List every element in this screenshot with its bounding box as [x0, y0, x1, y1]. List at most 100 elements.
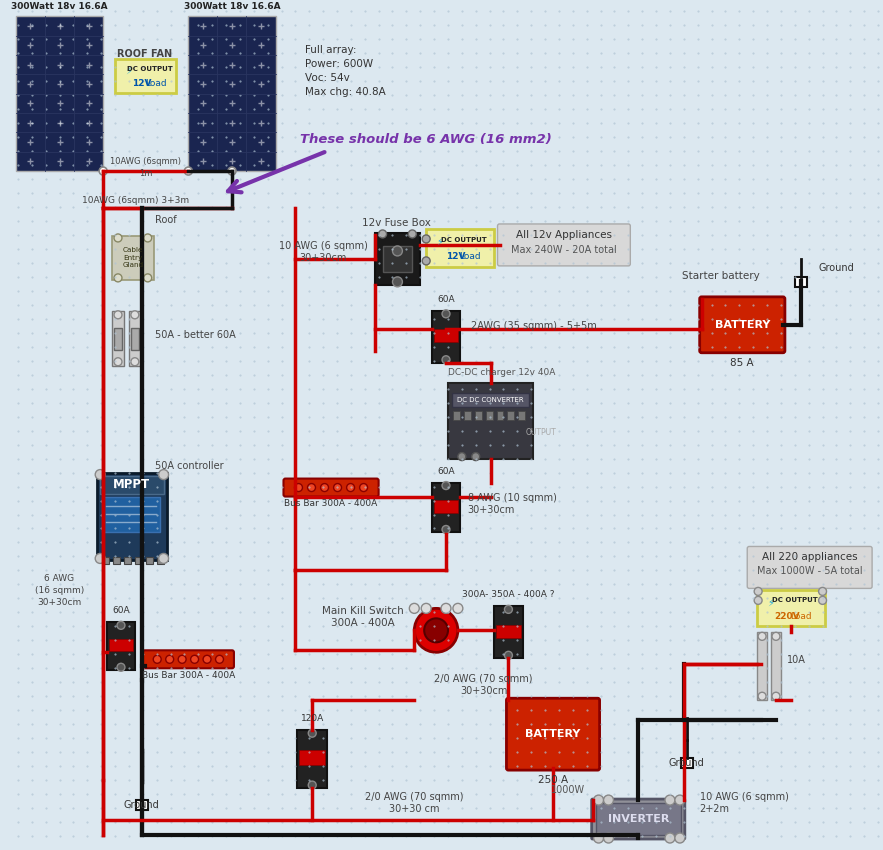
FancyBboxPatch shape [434, 329, 458, 342]
Circle shape [114, 311, 122, 319]
Text: Ground: Ground [669, 758, 705, 768]
Circle shape [758, 632, 766, 640]
FancyBboxPatch shape [496, 411, 503, 420]
Circle shape [308, 781, 316, 789]
FancyBboxPatch shape [475, 411, 481, 420]
Circle shape [308, 729, 316, 737]
FancyBboxPatch shape [146, 558, 153, 564]
Circle shape [441, 604, 451, 614]
Text: 12V: 12V [132, 79, 152, 88]
Text: 220V: 220V [774, 612, 800, 620]
Text: 10AWG (6sqmm): 10AWG (6sqmm) [110, 157, 181, 166]
Circle shape [665, 795, 675, 805]
FancyBboxPatch shape [448, 382, 533, 459]
Text: BATTERY: BATTERY [525, 729, 581, 740]
Text: 8 AWG (10 sqmm): 8 AWG (10 sqmm) [468, 492, 556, 502]
FancyBboxPatch shape [100, 475, 163, 494]
Circle shape [819, 587, 826, 595]
Text: Power: 600W: Power: 600W [306, 60, 374, 69]
Text: 30+30cm: 30+30cm [468, 505, 515, 514]
FancyBboxPatch shape [107, 622, 135, 671]
FancyBboxPatch shape [374, 233, 420, 285]
FancyBboxPatch shape [434, 500, 458, 513]
Text: Starter battery: Starter battery [682, 271, 759, 280]
Circle shape [504, 651, 512, 660]
Text: 300A - 400A: 300A - 400A [331, 618, 395, 628]
Circle shape [191, 655, 199, 663]
Text: 6 AWG
(16 sqmm)
30+30cm: 6 AWG (16 sqmm) 30+30cm [35, 574, 84, 607]
Circle shape [114, 234, 122, 242]
Text: 300Watt 18v 16.6A: 300Watt 18v 16.6A [184, 3, 280, 11]
Circle shape [675, 833, 685, 843]
FancyBboxPatch shape [143, 650, 234, 668]
Text: 30+30 cm: 30+30 cm [389, 804, 440, 814]
Circle shape [410, 604, 419, 614]
FancyBboxPatch shape [507, 698, 600, 770]
Circle shape [442, 482, 450, 490]
Circle shape [144, 274, 152, 282]
FancyBboxPatch shape [283, 479, 379, 496]
Circle shape [442, 310, 450, 318]
Circle shape [504, 605, 512, 614]
Text: Cable
Entry
Gland: Cable Entry Gland [123, 247, 143, 269]
FancyBboxPatch shape [592, 799, 685, 839]
Text: 2/0 AWG (70 sqmm): 2/0 AWG (70 sqmm) [434, 674, 533, 684]
FancyBboxPatch shape [432, 483, 460, 532]
Text: 12v Fuse Box: 12v Fuse Box [362, 218, 431, 228]
FancyBboxPatch shape [112, 236, 154, 280]
Circle shape [442, 356, 450, 364]
Text: ROOF FAN: ROOF FAN [117, 49, 172, 60]
FancyBboxPatch shape [495, 625, 521, 638]
Text: ⚡: ⚡ [125, 66, 132, 76]
Text: Ground: Ground [819, 263, 855, 273]
Circle shape [772, 692, 780, 700]
Text: DC-DC charger 12v 40A: DC-DC charger 12v 40A [448, 368, 555, 377]
Text: 1m: 1m [139, 169, 153, 178]
Circle shape [99, 167, 107, 175]
Text: 2+2m: 2+2m [699, 804, 729, 814]
Text: Full array:: Full array: [306, 45, 357, 55]
Circle shape [819, 597, 826, 604]
FancyBboxPatch shape [188, 16, 275, 171]
Text: These should be 6 AWG (16 mm2): These should be 6 AWG (16 mm2) [300, 133, 552, 145]
Text: BATTERY: BATTERY [714, 320, 770, 330]
FancyBboxPatch shape [757, 632, 767, 700]
FancyBboxPatch shape [452, 393, 529, 406]
FancyBboxPatch shape [747, 547, 872, 588]
Text: Voc: 54v: Voc: 54v [306, 73, 350, 83]
Circle shape [379, 230, 387, 238]
Text: 300Watt 18v 16.6A: 300Watt 18v 16.6A [11, 3, 108, 11]
Circle shape [228, 167, 236, 175]
Text: Load: Load [459, 252, 480, 261]
Circle shape [421, 604, 431, 614]
FancyBboxPatch shape [596, 803, 681, 835]
Text: 30+30cm: 30+30cm [299, 253, 347, 263]
Text: INVERTER: INVERTER [608, 814, 669, 824]
Circle shape [334, 484, 342, 491]
Text: Ground: Ground [124, 800, 160, 810]
Circle shape [453, 604, 463, 614]
Text: 10A: 10A [787, 655, 806, 666]
Circle shape [422, 257, 430, 265]
Text: DC OUTPUT: DC OUTPUT [441, 236, 487, 242]
Circle shape [166, 655, 174, 663]
Circle shape [159, 469, 169, 479]
FancyBboxPatch shape [115, 60, 177, 94]
FancyBboxPatch shape [464, 411, 471, 420]
Text: 60A: 60A [437, 467, 455, 475]
FancyBboxPatch shape [486, 411, 493, 420]
Text: 1000W: 1000W [551, 785, 585, 795]
Text: Bus Bar 300A - 400A: Bus Bar 300A - 400A [284, 499, 378, 508]
FancyBboxPatch shape [426, 229, 494, 267]
FancyBboxPatch shape [16, 16, 103, 171]
Text: Load: Load [145, 79, 167, 88]
FancyBboxPatch shape [497, 224, 630, 266]
FancyBboxPatch shape [102, 496, 160, 532]
Text: DC OUTPUT: DC OUTPUT [772, 598, 818, 604]
Text: ⚡: ⚡ [436, 237, 443, 247]
Circle shape [424, 618, 448, 643]
Text: 50A controller: 50A controller [155, 461, 223, 471]
Circle shape [347, 484, 355, 491]
Circle shape [359, 484, 367, 491]
Circle shape [472, 452, 479, 461]
